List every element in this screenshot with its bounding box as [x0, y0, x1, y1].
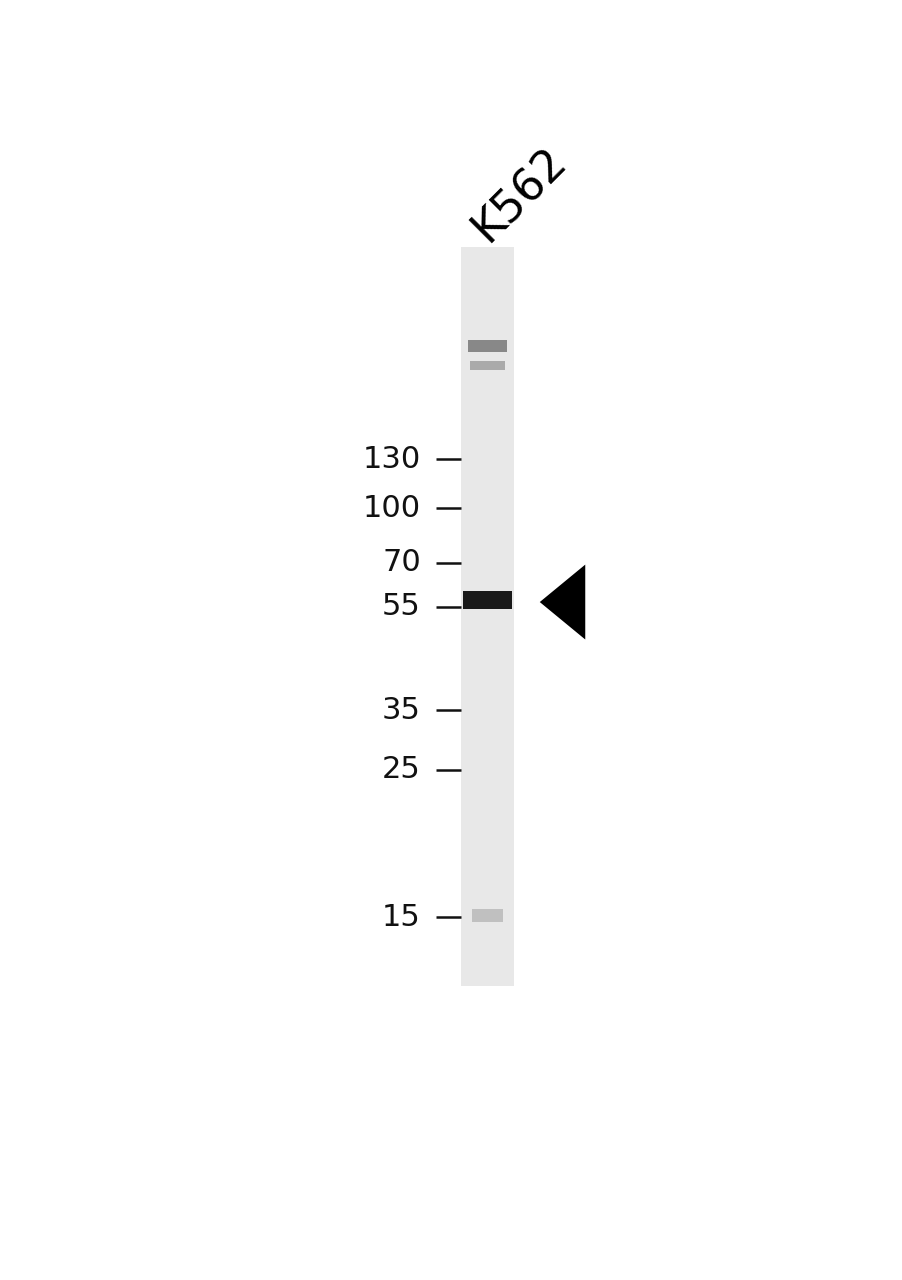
Text: 15: 15 — [382, 902, 420, 932]
Bar — [469, 361, 504, 370]
Text: 55: 55 — [382, 593, 420, 622]
Text: 70: 70 — [382, 548, 420, 577]
Text: 35: 35 — [382, 696, 420, 724]
Text: K562: K562 — [464, 140, 575, 250]
Text: 25: 25 — [382, 755, 420, 785]
Bar — [463, 591, 511, 609]
Text: 100: 100 — [363, 494, 420, 524]
Text: 130: 130 — [362, 444, 420, 474]
Bar — [461, 247, 513, 987]
Bar — [467, 340, 506, 352]
Polygon shape — [539, 564, 584, 640]
Bar — [471, 909, 502, 923]
